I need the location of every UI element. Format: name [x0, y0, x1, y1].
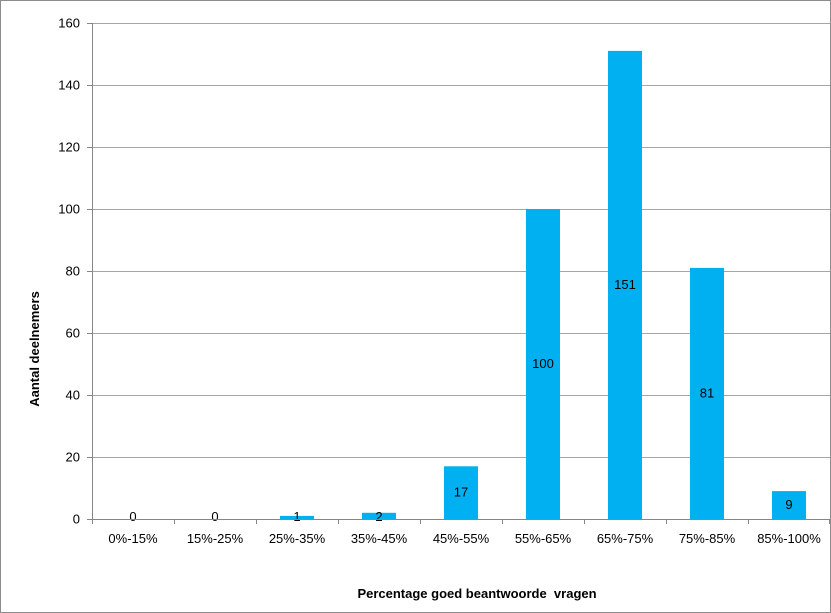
- bar: [608, 50, 642, 520]
- bar: [690, 267, 724, 519]
- x-tick-label: 45%-55%: [433, 531, 490, 546]
- x-tick-label: 0%-15%: [108, 531, 158, 546]
- y-tick-label: 0: [73, 512, 80, 527]
- data-label: 17: [454, 485, 468, 500]
- y-tick-label: 40: [66, 388, 80, 403]
- y-tick-label: 140: [58, 78, 80, 93]
- x-tick-label: 65%-75%: [597, 531, 654, 546]
- x-tick-label: 75%-85%: [679, 531, 736, 546]
- data-label: 0: [129, 509, 136, 524]
- y-axis-ticks: 0 20 40 60 80 100 120 140 160: [58, 16, 92, 527]
- x-tick-label: 85%-100%: [757, 531, 821, 546]
- data-labels: 0 0 1 2 17 100 151 81 9: [129, 277, 792, 524]
- bar: [362, 512, 396, 519]
- y-tick-label: 100: [58, 202, 80, 217]
- data-label: 1: [293, 509, 300, 524]
- bar: [280, 515, 314, 519]
- data-label: 2: [375, 509, 382, 524]
- x-tick-label: 15%-25%: [187, 531, 244, 546]
- y-tick-label: 120: [58, 140, 80, 155]
- x-axis-title: Percentage goed beantwoorde vragen: [357, 586, 596, 601]
- bar: [526, 209, 560, 519]
- x-tick-label: 25%-35%: [269, 531, 326, 546]
- data-label: 0: [211, 509, 218, 524]
- x-axis-ticks: 0%-15% 15%-25% 25%-35% 35%-45% 45%-55% 55%-65…: [92, 519, 830, 546]
- y-axis-title: Aantal deelnemers: [27, 291, 42, 407]
- bars: [280, 50, 806, 520]
- y-tick-label: 160: [58, 16, 80, 31]
- y-tick-label: 80: [66, 264, 80, 279]
- data-label: 151: [614, 277, 636, 292]
- data-label: 81: [700, 385, 714, 400]
- bar: [772, 491, 806, 519]
- gridlines: [92, 23, 830, 458]
- x-tick-label: 55%-65%: [515, 531, 572, 546]
- data-label: 9: [785, 497, 792, 512]
- y-tick-label: 60: [66, 326, 80, 341]
- bar: [444, 466, 478, 519]
- data-label: 100: [532, 356, 554, 371]
- y-tick-label: 20: [66, 450, 80, 465]
- x-tick-label: 35%-45%: [351, 531, 408, 546]
